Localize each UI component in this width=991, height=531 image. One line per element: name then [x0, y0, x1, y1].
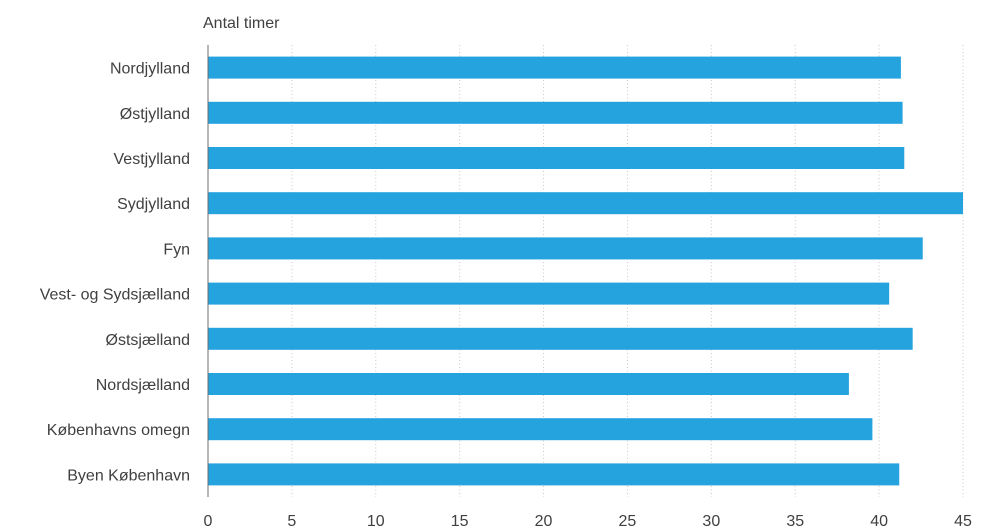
x-tick-label: 0: [204, 513, 213, 530]
category-label: Vest- og Sydsjælland: [40, 287, 190, 304]
bars: [208, 56, 963, 486]
category-label: Nordsjælland: [96, 377, 190, 394]
category-label: Nordjylland: [110, 61, 190, 78]
axis-title: Antal timer: [203, 15, 280, 32]
x-tick-label: 5: [287, 513, 296, 530]
bar-2: [208, 147, 905, 169]
x-tick-label: 40: [870, 513, 888, 530]
tick-labels: 0 5 10 15 20 25 30 35 40 45: [204, 513, 972, 530]
bar-5: [208, 282, 890, 305]
bar-6: [208, 327, 913, 350]
x-tick-label: 10: [367, 513, 385, 530]
category-label: Fyn: [163, 241, 190, 258]
category-label: Sydjylland: [117, 196, 190, 213]
bar-8: [208, 418, 873, 441]
x-tick-label: 20: [535, 513, 553, 530]
bar-7: [208, 373, 849, 395]
category-label: Østjylland: [120, 106, 190, 123]
bar-0: [208, 56, 901, 79]
bar-1: [208, 101, 903, 124]
category-labels: Nordjylland Østjylland Vestjylland Sydjylla…: [40, 61, 190, 485]
bar-9: [208, 463, 900, 486]
category-label: Østsjælland: [106, 332, 190, 349]
x-tick-label: 45: [954, 513, 972, 530]
x-tick-label: 35: [786, 513, 804, 530]
x-tick-label: 30: [702, 513, 720, 530]
category-label: Københavns omegn: [47, 422, 190, 439]
category-label: Byen København: [67, 467, 190, 484]
x-tick-label: 15: [451, 513, 469, 530]
x-tick-label: 25: [619, 513, 637, 530]
bar-4: [208, 237, 923, 260]
bar-3: [208, 192, 963, 215]
category-label: Vestjylland: [114, 151, 191, 168]
